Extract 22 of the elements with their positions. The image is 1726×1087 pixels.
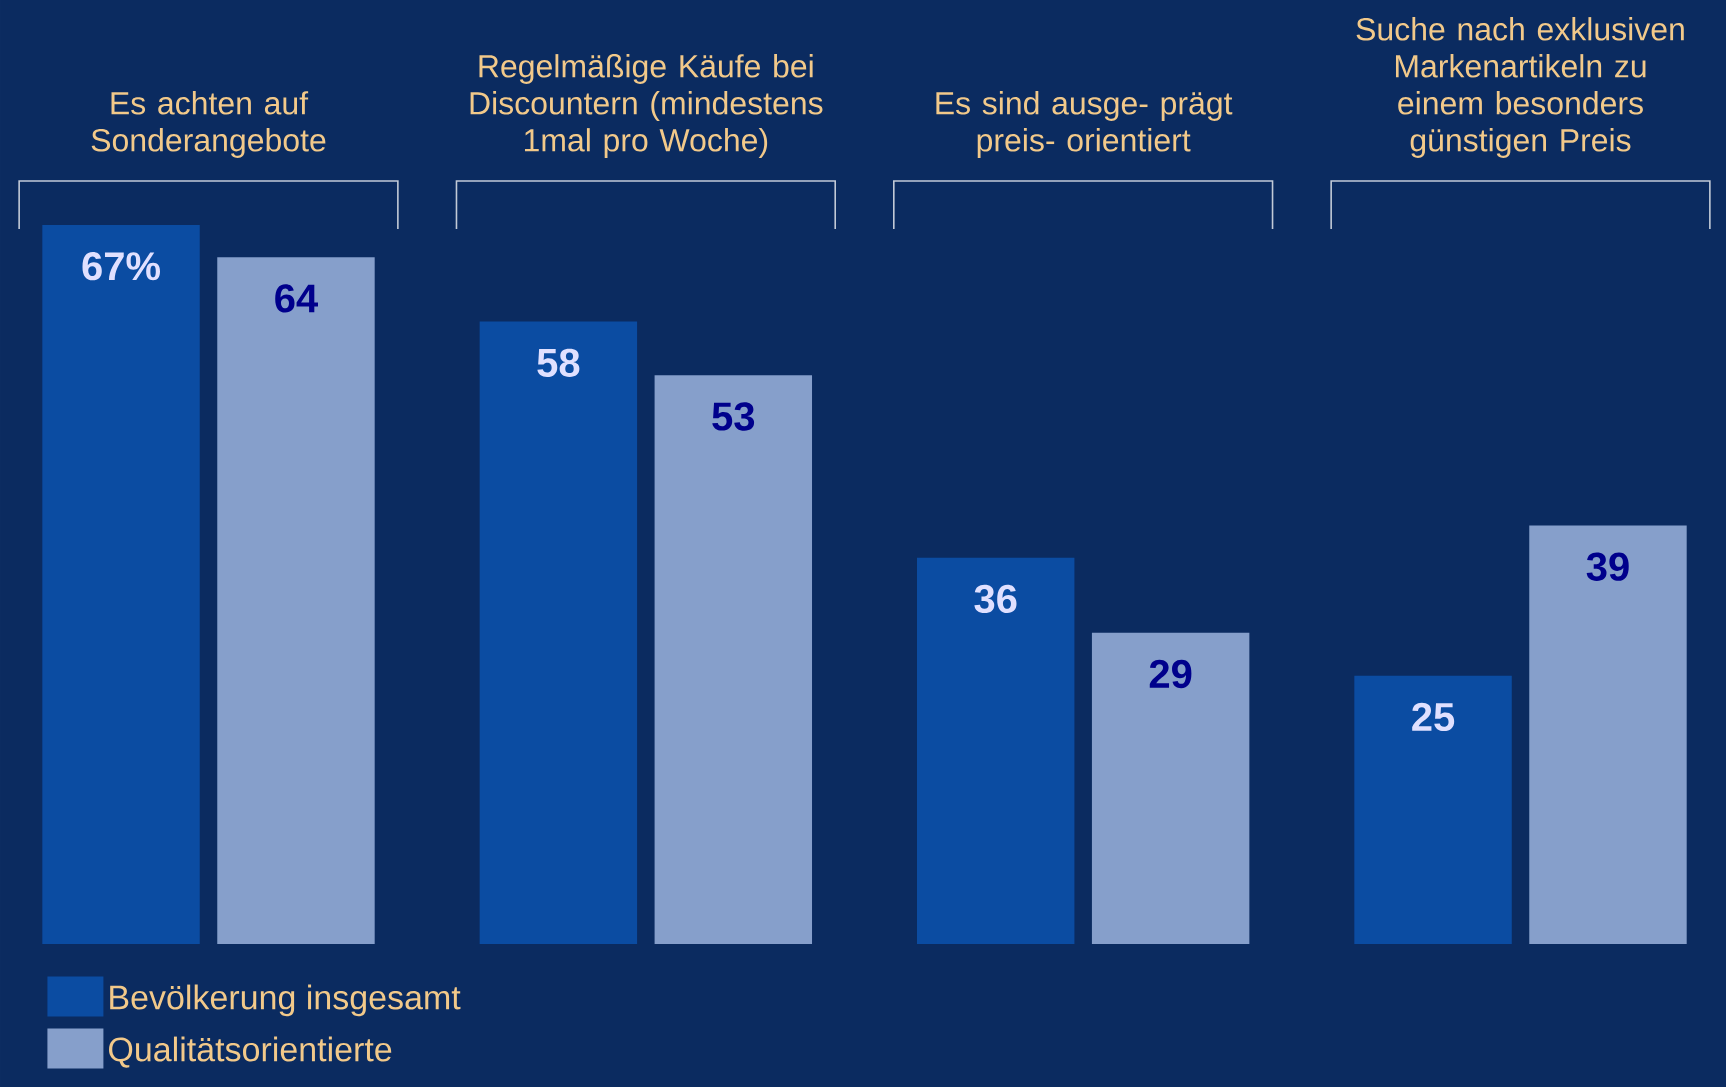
x-tick-label: Regelmäßige Käufe bei Discountern (mindestens 1mal pro Woche) <box>470 54 823 158</box>
legend-label: Bevölkerung insgesamt <box>110 984 461 1017</box>
bar <box>916 557 1075 944</box>
data-label: 58 <box>537 348 580 377</box>
data-label: 39 <box>1586 552 1629 581</box>
bar <box>1354 675 1512 944</box>
bar <box>479 321 638 944</box>
bar <box>1091 632 1250 944</box>
data-label: 64 <box>275 284 318 313</box>
data-label: 36 <box>974 584 1017 614</box>
bar <box>42 225 200 944</box>
bar <box>217 257 375 944</box>
legend-label: Qualitätsorientierte <box>109 1036 392 1068</box>
x-tick-label: Suche nach exklusiven Markenartikeln zu einem besonders günstigen Preis <box>1356 17 1684 158</box>
data-label: 25 <box>1412 702 1455 732</box>
data-label: 29 <box>1149 659 1192 689</box>
bar <box>1529 525 1687 944</box>
x-tick-label: Es sind ausge- prägt preis- orientiert <box>936 91 1233 158</box>
data-label: 67% <box>82 252 160 281</box>
x-tick-label: Es achten auf Sonderangebote <box>91 91 326 158</box>
data-label: 53 <box>712 402 755 431</box>
bar <box>654 375 813 944</box>
